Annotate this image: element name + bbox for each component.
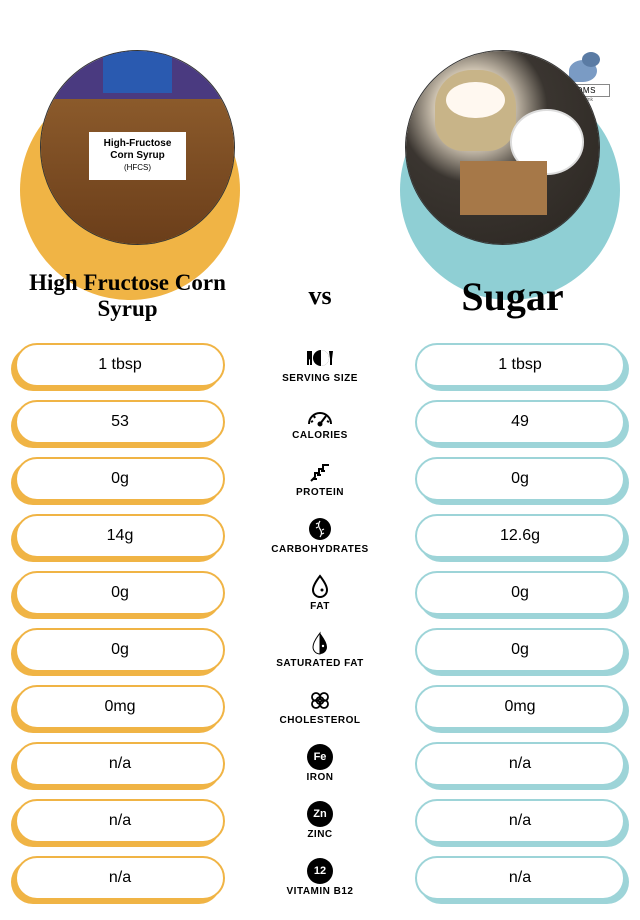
right-value: n/a xyxy=(415,799,625,843)
metric-column: Zn ZINC xyxy=(255,801,385,840)
infographic-container: MOMS who think High-Fructose Corn Syrup(… xyxy=(15,50,625,900)
metric-label: PROTEIN xyxy=(296,487,344,498)
satfat-icon xyxy=(305,630,335,656)
metric-column: FAT xyxy=(255,573,385,612)
metric-label: CALORIES xyxy=(292,430,348,441)
metric-label: CHOLESTEROL xyxy=(279,715,360,726)
table-row: 1 tbsp SERVING SIZE 1 tbsp xyxy=(15,343,625,387)
metric-column: CARBOHYDRATES xyxy=(255,516,385,555)
sugar-image xyxy=(405,50,600,245)
metric-column: PROTEIN xyxy=(255,459,385,498)
table-row: 0g FAT 0g xyxy=(15,571,625,615)
metric-column: SATURATED FAT xyxy=(255,630,385,669)
hfcs-image: High-Fructose Corn Syrup(HFCS) xyxy=(40,50,235,245)
table-row: n/a Fe IRON n/a xyxy=(15,742,625,786)
cholesterol-icon xyxy=(305,687,335,713)
table-row: 0g SATURATED FAT 0g xyxy=(15,628,625,672)
right-value: n/a xyxy=(415,742,625,786)
left-value: 0g xyxy=(15,457,225,501)
left-value: 0mg xyxy=(15,685,225,729)
metric-label: IRON xyxy=(307,772,334,783)
titles-row: High Fructose Corn Syrup vs Sugar xyxy=(15,270,625,323)
right-value: 0g xyxy=(415,571,625,615)
element-badge-icon: 12 xyxy=(307,858,333,884)
table-row: 0g PROTEIN 0g xyxy=(15,457,625,501)
table-row: 0mg CHOLESTEROL 0mg xyxy=(15,685,625,729)
left-value: 1 tbsp xyxy=(15,343,225,387)
metric-label: FAT xyxy=(310,601,330,612)
fat-icon xyxy=(305,573,335,599)
table-row: n/a Zn ZINC n/a xyxy=(15,799,625,843)
right-value: 49 xyxy=(415,400,625,444)
right-value: 0g xyxy=(415,628,625,672)
metric-column: 12 VITAMIN B12 xyxy=(255,858,385,897)
right-value: 12.6g xyxy=(415,514,625,558)
element-badge-icon: Fe xyxy=(307,744,333,770)
metric-column: SERVING SIZE xyxy=(255,345,385,384)
table-row: n/a 12 VITAMIN B12 n/a xyxy=(15,856,625,900)
carbs-icon xyxy=(305,516,335,542)
table-row: 14g CARBOHYDRATES 12.6g xyxy=(15,514,625,558)
vs-label: vs xyxy=(308,281,331,311)
element-badge-icon: Zn xyxy=(307,801,333,827)
left-value: 0g xyxy=(15,571,225,615)
calories-icon xyxy=(305,402,335,428)
right-value: 0mg xyxy=(415,685,625,729)
left-value: 14g xyxy=(15,514,225,558)
metric-label: SATURATED FAT xyxy=(276,658,364,669)
left-value: n/a xyxy=(15,799,225,843)
header-images-row: High-Fructose Corn Syrup(HFCS) xyxy=(15,50,625,245)
right-value: 1 tbsp xyxy=(415,343,625,387)
left-title: High Fructose Corn Syrup xyxy=(15,270,240,323)
left-value: n/a xyxy=(15,856,225,900)
serving-icon xyxy=(305,345,335,371)
right-title: Sugar xyxy=(400,273,625,320)
metric-column: CHOLESTEROL xyxy=(255,687,385,726)
comparison-rows: 1 tbsp SERVING SIZE 1 tbsp 53 CALORIES 49 0g PR… xyxy=(15,343,625,900)
hfcs-bottle-label: High-Fructose Corn Syrup(HFCS) xyxy=(89,132,186,180)
metric-label: SERVING SIZE xyxy=(282,373,358,384)
left-value: n/a xyxy=(15,742,225,786)
table-row: 53 CALORIES 49 xyxy=(15,400,625,444)
metric-label: ZINC xyxy=(307,829,332,840)
left-value: 0g xyxy=(15,628,225,672)
metric-label: CARBOHYDRATES xyxy=(271,544,368,555)
metric-label: VITAMIN B12 xyxy=(287,886,354,897)
metric-column: CALORIES xyxy=(255,402,385,441)
right-value: n/a xyxy=(415,856,625,900)
metric-column: Fe IRON xyxy=(255,744,385,783)
right-value: 0g xyxy=(415,457,625,501)
left-value: 53 xyxy=(15,400,225,444)
protein-icon xyxy=(305,459,335,485)
